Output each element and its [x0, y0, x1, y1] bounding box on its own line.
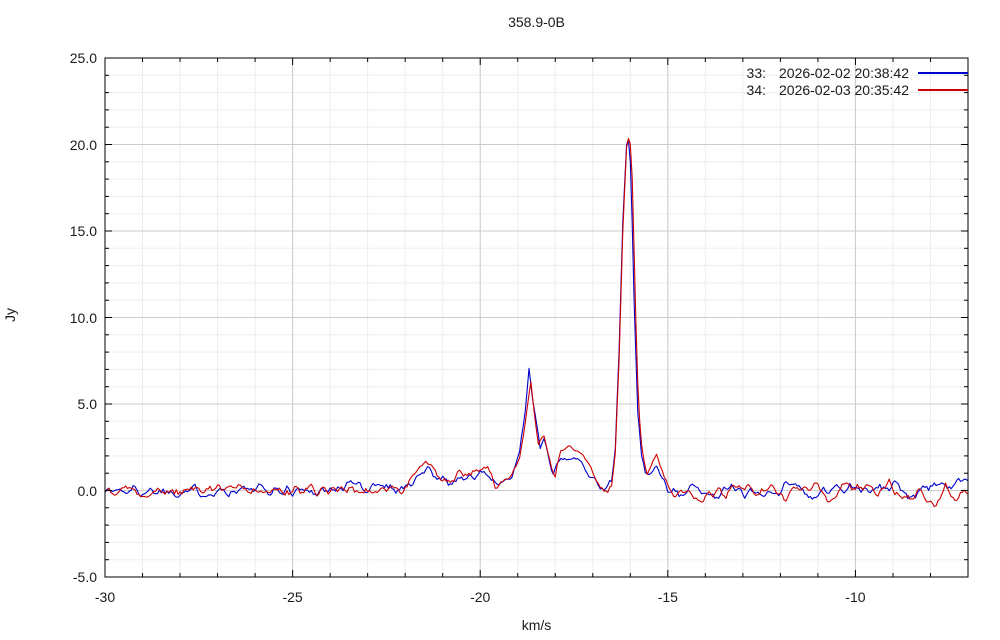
legend-entry: 34: 2026-02-03 20:35:42: [747, 81, 968, 98]
legend-line-sample: [918, 88, 968, 91]
legend-series-datetime: 2026-02-02 20:38:42: [779, 64, 909, 81]
y-tick-label: 0.0: [77, 482, 97, 499]
y-tick-label: 25.0: [69, 50, 97, 66]
legend-line-sample: [918, 71, 968, 74]
x-tick-label: -20: [470, 589, 491, 605]
y-tick-label: 15.0: [69, 223, 97, 239]
chart-title: 358.9-0B: [508, 14, 565, 30]
x-tick-label: -15: [657, 589, 678, 605]
legend: 33: 2026-02-02 20:38:42 34: 2026-02-03 20:3…: [747, 64, 968, 98]
x-tick-label: -30: [94, 589, 116, 605]
x-tick-label: -10: [845, 589, 866, 605]
y-tick-label: -5.0: [72, 569, 97, 585]
legend-series-id: 33:: [746, 64, 766, 81]
x-tick-label: -25: [282, 589, 303, 605]
x-axis-label: km/s: [521, 617, 552, 633]
y-tick-label: 5.0: [77, 396, 97, 412]
legend-entry: 33: 2026-02-02 20:38:42: [747, 64, 968, 81]
y-axis-label: Jy: [2, 308, 18, 322]
legend-series-id: 34:: [746, 81, 766, 98]
y-tick-label: 20.0: [69, 136, 97, 153]
legend-series-datetime: 2026-02-03 20:35:42: [779, 81, 909, 98]
y-tick-label: 10.0: [69, 309, 97, 326]
